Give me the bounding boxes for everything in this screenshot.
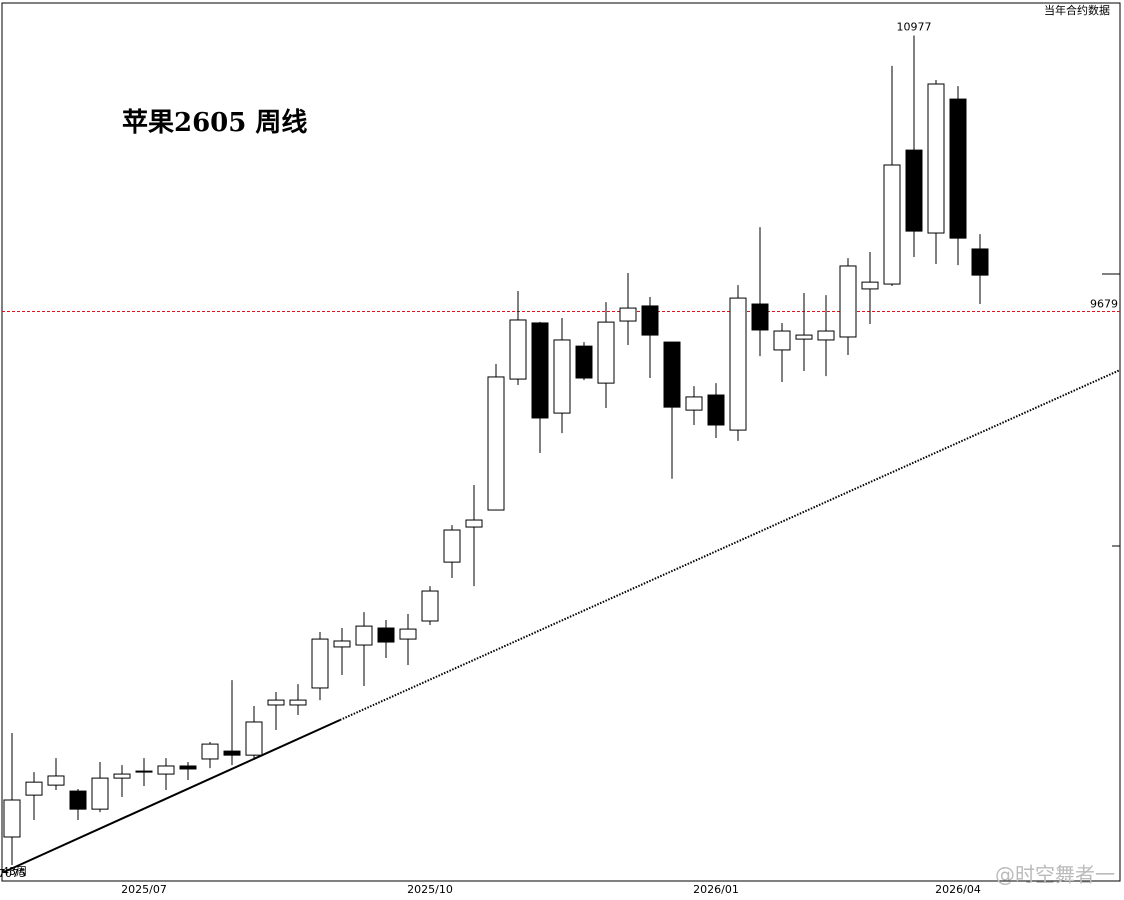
candle-body: [267, 699, 285, 706]
low-label: 7075: [0, 867, 26, 880]
candle-body: [91, 777, 109, 810]
candle-body: [223, 750, 241, 756]
x-tick-label: 2025/07: [121, 883, 167, 896]
candle-body: [949, 98, 967, 239]
trend-line: [3, 719, 341, 873]
price-line-label: 9679: [1090, 297, 1118, 310]
candle-body: [3, 799, 21, 838]
candle-body: [421, 590, 439, 622]
candle-body: [113, 773, 131, 779]
candle-body: [971, 248, 989, 276]
candle-body: [289, 699, 307, 706]
watermark: @时空舞者一: [995, 863, 1115, 887]
candle-body: [795, 334, 813, 340]
candle-body: [311, 638, 329, 689]
candle-body: [729, 297, 747, 431]
candle-body: [69, 790, 87, 810]
x-tick-label: 2026/01: [693, 883, 739, 896]
candle-body: [619, 307, 637, 322]
candle-body: [25, 781, 43, 796]
candle-body: [553, 339, 571, 414]
candle-body: [509, 319, 527, 380]
candle-body: [377, 627, 395, 643]
candle-body: [685, 396, 703, 411]
candle-body: [773, 330, 791, 351]
candle-body: [927, 83, 945, 234]
candle-body: [597, 321, 615, 384]
candle-body: [817, 330, 835, 341]
candle-body: [861, 281, 879, 290]
candle-body: [487, 376, 505, 511]
candle-body: [157, 765, 175, 775]
count-label: 43周: [2, 865, 27, 878]
corner-note: 当年合约数据: [1044, 3, 1110, 17]
candle-body: [905, 149, 923, 232]
candle-body: [135, 770, 153, 773]
candle-body: [751, 303, 769, 331]
candle-body: [663, 341, 681, 408]
chart-title: 苹果2605 周线: [122, 108, 307, 138]
x-tick-label: 2026/04: [935, 883, 981, 896]
candle-body: [465, 519, 483, 528]
candle-body: [883, 164, 901, 285]
candle-body: [641, 305, 659, 336]
candle-body: [839, 265, 857, 338]
candle-body: [707, 394, 725, 426]
plot-frame: [1, 2, 1121, 882]
x-tick-label: 2025/10: [407, 883, 453, 896]
candle-body: [245, 721, 263, 756]
trend-line: [339, 369, 1121, 721]
high-label: 10977: [897, 21, 932, 34]
candle-body: [531, 322, 549, 419]
candle-body: [443, 529, 461, 563]
candle-body: [179, 765, 197, 770]
candle-body: [201, 743, 219, 760]
candle-body: [333, 640, 351, 648]
candle-body: [399, 628, 417, 640]
candle-body: [47, 775, 65, 786]
candle-body: [355, 625, 373, 646]
candle-body: [575, 345, 593, 379]
